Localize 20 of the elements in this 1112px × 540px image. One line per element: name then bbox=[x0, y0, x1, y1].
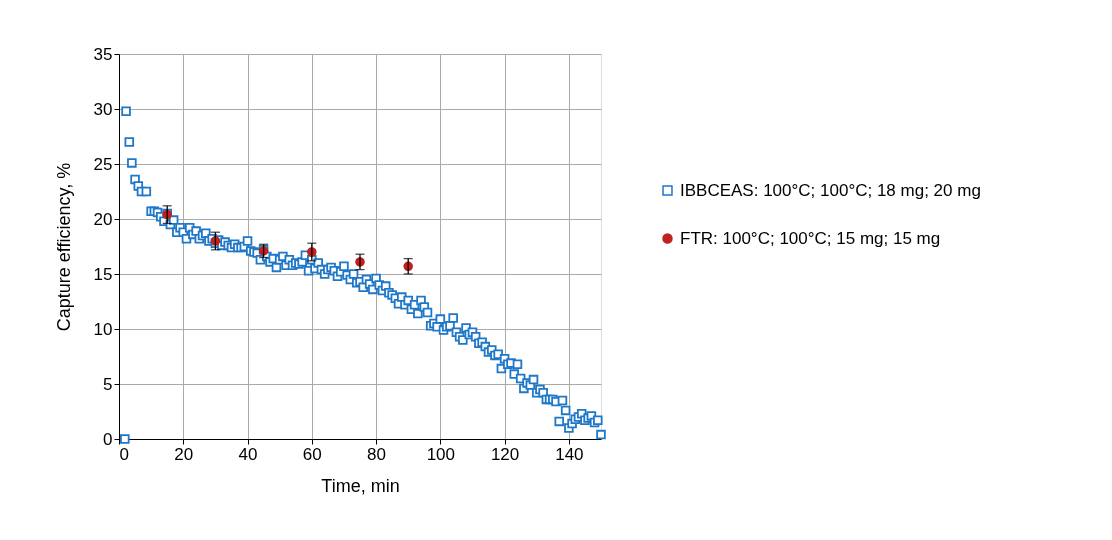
legend-label: IBBCEAS: 100°C; 100°C; 18 mg; 20 mg bbox=[680, 180, 981, 200]
y-tick-label: 0 bbox=[103, 429, 113, 449]
y-tick-label: 5 bbox=[103, 374, 113, 394]
x-tick-label: 0 bbox=[119, 444, 129, 464]
y-tick-label: 35 bbox=[93, 44, 113, 64]
y-tick-label: 20 bbox=[93, 209, 113, 229]
y-axis-title: Capture efficiency, % bbox=[53, 162, 74, 332]
x-tick-label: 60 bbox=[302, 444, 322, 464]
x-tick-label: 100 bbox=[426, 444, 456, 464]
y-tick-label: 15 bbox=[93, 264, 113, 284]
y-tick-label: 25 bbox=[93, 154, 113, 174]
x-tick-label: 80 bbox=[367, 444, 387, 464]
x-axis-title: Time, min bbox=[321, 475, 400, 496]
x-tick-label: 40 bbox=[238, 444, 258, 464]
y-tick-label: 30 bbox=[93, 99, 113, 119]
y-tick-label: 10 bbox=[93, 319, 113, 339]
x-tick-label: 140 bbox=[555, 444, 584, 464]
x-tick-label: 20 bbox=[174, 444, 194, 464]
legend-label: FTR: 100°C; 100°C; 15 mg; 15 mg bbox=[680, 228, 941, 248]
x-tick-label: 120 bbox=[490, 444, 520, 464]
